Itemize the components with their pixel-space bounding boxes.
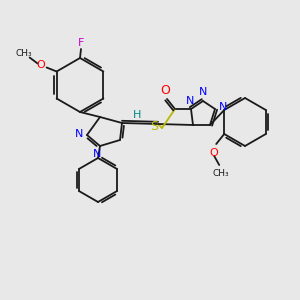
Text: O: O bbox=[210, 148, 219, 158]
Text: N: N bbox=[186, 96, 194, 106]
Text: CH₃: CH₃ bbox=[15, 49, 32, 58]
Text: F: F bbox=[78, 38, 84, 48]
Text: N: N bbox=[219, 102, 227, 112]
Text: N: N bbox=[93, 149, 101, 159]
Text: O: O bbox=[160, 83, 170, 97]
Text: N: N bbox=[199, 87, 207, 97]
Text: O: O bbox=[36, 59, 45, 70]
Text: N: N bbox=[75, 129, 83, 139]
Text: S: S bbox=[150, 119, 158, 133]
Text: H: H bbox=[133, 110, 141, 119]
Text: CH₃: CH₃ bbox=[213, 169, 230, 178]
